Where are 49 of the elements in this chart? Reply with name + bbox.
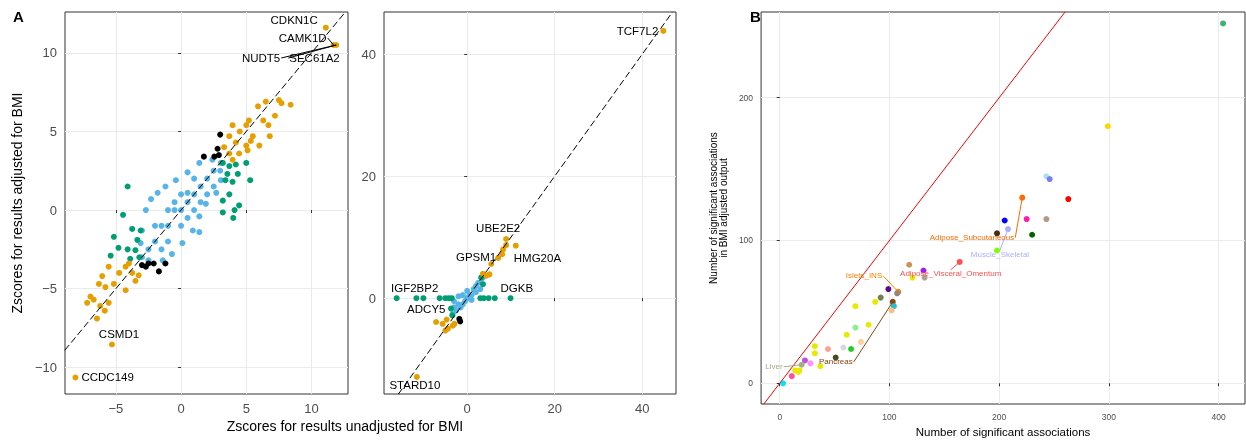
y-tick-label: 40 — [361, 46, 376, 62]
annotation: Adipose_Visceral_Omentum — [900, 269, 1002, 279]
x-tick-label: 20 — [547, 401, 562, 416]
y-tick-label: 20 — [361, 168, 376, 184]
annotation: IGF2BP2 — [391, 282, 439, 295]
annotation: Muscle_Skeletal — [970, 249, 1030, 259]
y-tick-label: 0 — [748, 378, 754, 389]
annotation: UBE2E2 — [476, 222, 521, 234]
annotation: GPSM1 — [456, 250, 497, 263]
annotation: HMG20A — [513, 251, 562, 264]
y-tick-label: 5 — [49, 123, 57, 139]
y-tick-label: −5 — [42, 281, 57, 297]
annotation: Adipose_Subcutaneous — [929, 233, 1015, 243]
annotation: Pancreas — [818, 357, 853, 367]
x-tick-label: 40 — [635, 401, 650, 416]
y-tick-label: 0 — [49, 202, 57, 218]
x-tick-label: 400 — [1211, 411, 1227, 422]
annotation: TCF7L2 — [616, 24, 659, 37]
x-tick-label: 200 — [992, 411, 1007, 422]
x-tick-label: −5 — [108, 401, 124, 416]
x-tick-label: 0 — [177, 401, 185, 416]
y-axis-title: Number of significant associations in BMI adjusted output — [707, 132, 729, 284]
x-tick-label: 0 — [777, 411, 783, 422]
y-axis-title: Zscores for results adjusted for BMI — [9, 92, 26, 314]
annotation: CSMD1 — [98, 328, 140, 341]
y-tick-label: −10 — [34, 359, 57, 375]
annotation: ADCY5 — [407, 302, 446, 315]
annotation: CCDC149 — [81, 371, 134, 384]
chart-title: B — [750, 8, 761, 25]
y-tick-label: 200 — [738, 92, 754, 103]
annotation: Liver — [765, 362, 784, 372]
y-tick-label: 10 — [42, 45, 57, 61]
annotation: CDKN1C — [270, 13, 318, 26]
x-tick-label: 0 — [463, 401, 471, 416]
annotation: Islets_INS — [845, 271, 883, 281]
y-tick-label: 100 — [738, 235, 754, 246]
x-tick-label: 10 — [304, 401, 319, 416]
annotation: SEC61A2 — [289, 52, 340, 65]
x-tick-label: 100 — [882, 411, 897, 422]
annotation: NUDT5 — [241, 52, 281, 65]
chart-title: A — [13, 8, 24, 25]
x-axis-title: Number of significant associations — [915, 425, 1091, 438]
y-tick-label: 0 — [368, 290, 376, 306]
annotation: CAMK1D — [278, 32, 327, 45]
x-tick-label: 5 — [242, 401, 250, 416]
x-axis-title: Zscores for results unadjusted for BMI — [225, 418, 465, 434]
annotation: STARD10 — [389, 378, 441, 391]
annotation: DGKB — [500, 282, 534, 295]
x-tick-label: 300 — [1101, 411, 1117, 422]
